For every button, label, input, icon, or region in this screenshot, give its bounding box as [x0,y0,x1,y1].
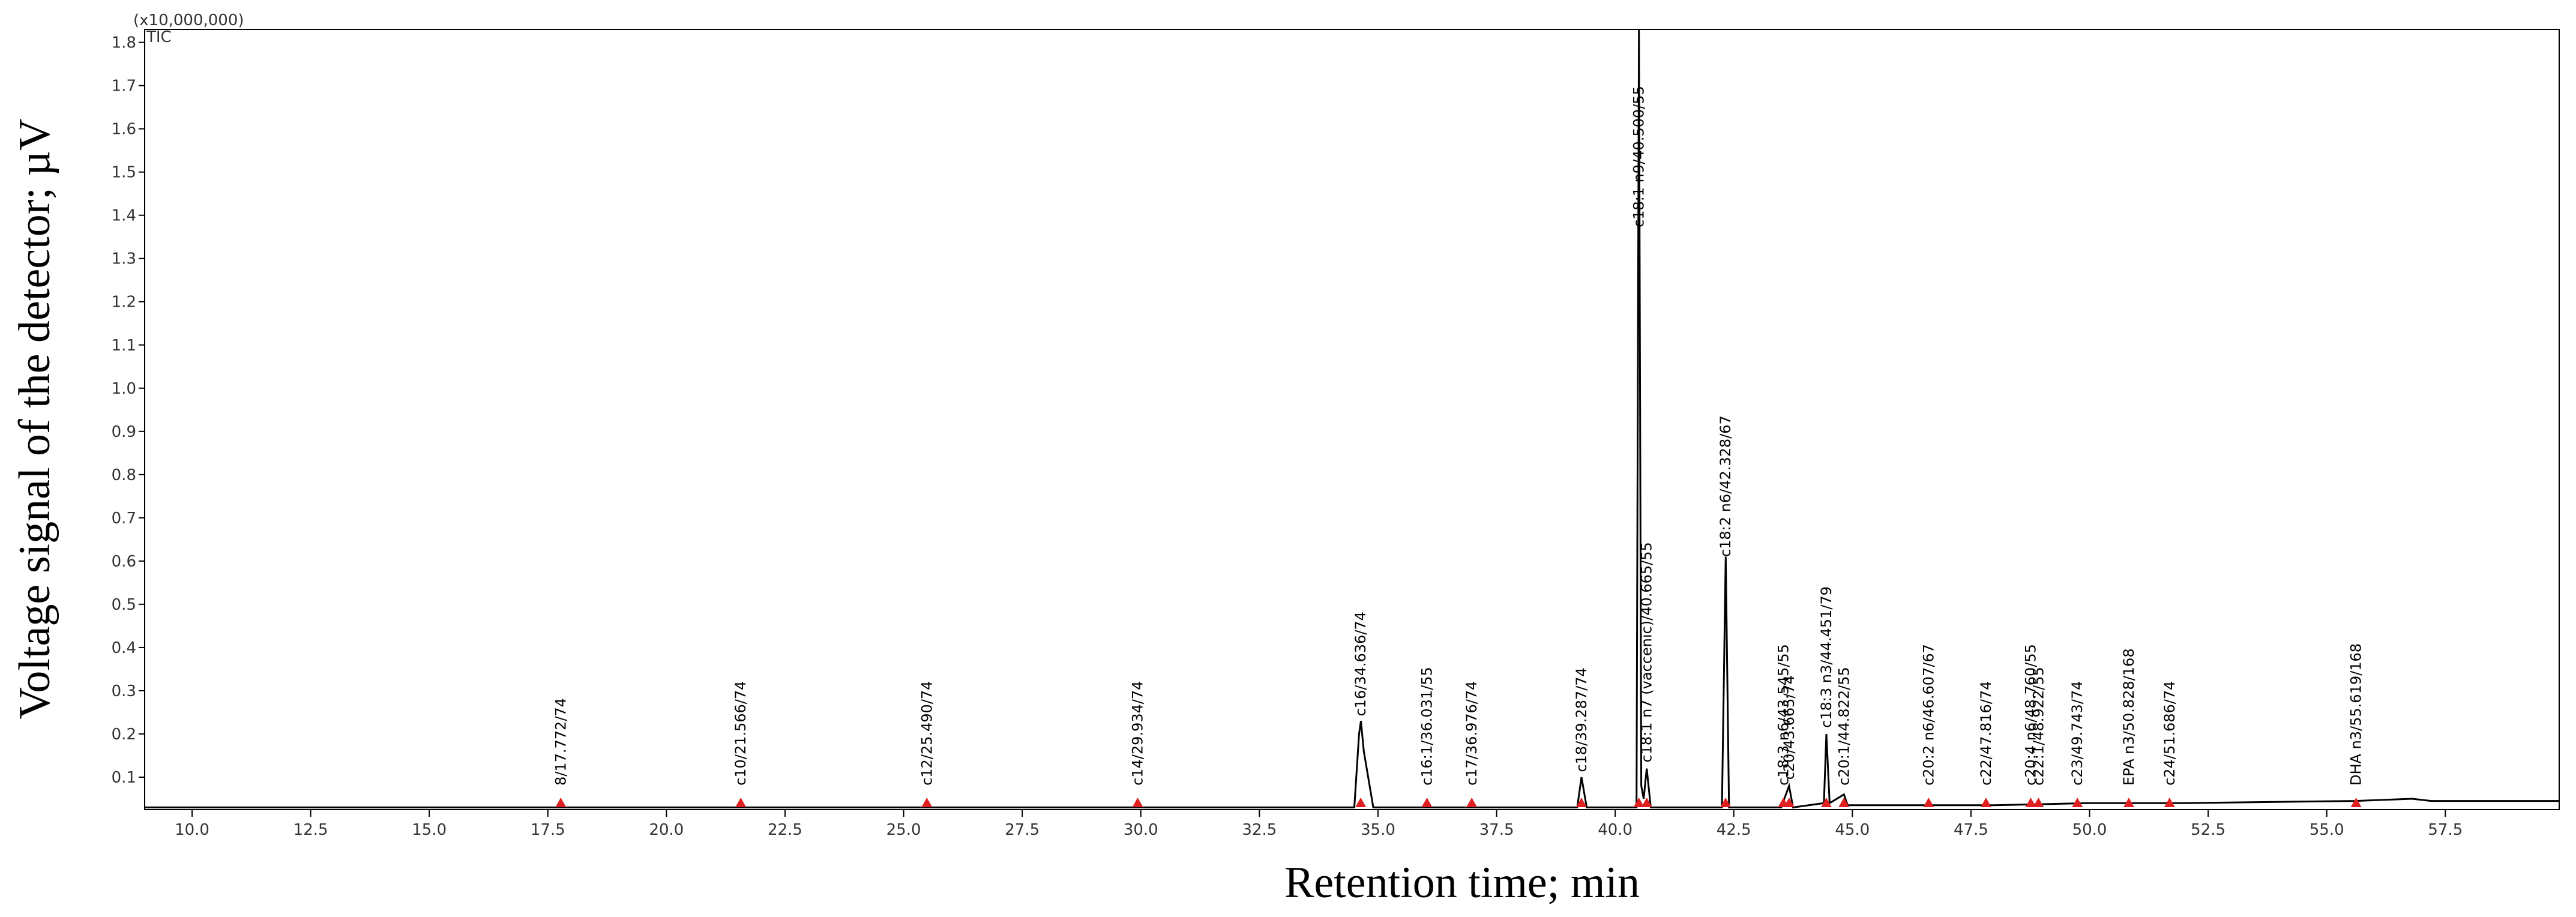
y-tick-label: 1.4 [112,207,136,225]
peak-label: EPA n3/50.828/168 [2120,648,2137,786]
x-tick-label: 42.5 [1717,821,1751,839]
peak-marker [1421,798,1433,807]
x-tick-label: 25.0 [886,821,921,839]
peak-marker [1575,798,1587,807]
x-tick-label: 32.5 [1242,821,1277,839]
peak-marker [2123,798,2134,807]
y-tick-label: 1.0 [112,380,136,398]
x-tick-label: 50.0 [2072,821,2107,839]
peak-label: 8/17.772/74 [552,698,569,786]
peak-label: c18:3 n6/43.545/55 [1775,644,1792,786]
y-tick-label: 1.8 [112,34,136,52]
peak-marker [1355,798,1367,807]
y-tick-label: 0.2 [112,726,136,744]
peak-label: c20:4 n6/48.760/55 [2023,644,2039,786]
y-tick-label: 0.5 [112,596,136,614]
x-tick-label: 37.5 [1479,821,1514,839]
x-tick-label: 52.5 [2191,821,2225,839]
y-tick-label: 0.3 [112,682,136,700]
y-tick-label: 0.9 [112,423,136,441]
peak-marker [1838,798,1850,807]
y-tick-label: 1.1 [112,337,136,355]
peak-marker [2033,798,2044,807]
peak-marker [735,798,747,807]
peak-label: c20/43.665/74 [1781,675,1798,780]
y-multiplier: (x10,000,000) [133,11,244,29]
x-tick-label: 22.5 [768,821,802,839]
peak-label: c18:2 n6/42.328/67 [1717,415,1734,557]
x-tick-label: 12.5 [293,821,328,839]
x-tick-label: 57.5 [2428,821,2463,839]
peak-marker [1923,798,1934,807]
trace-name: TIC [146,28,172,46]
y-tick-label: 0.7 [112,510,136,528]
y-tick-label: 1.3 [112,250,136,268]
peak-marker [1820,798,1832,807]
peak-label: c16/34.636/74 [1352,612,1369,716]
peak-label: c18:1 n9/40.500/55 [1631,86,1648,227]
peak-marker [1641,798,1652,807]
peak-marker [1720,798,1732,807]
peak-marker [2072,798,2083,807]
peak-marker [1783,798,1795,807]
y-tick-label: 0.1 [112,769,136,787]
peak-label: c22:1/48.922/55 [2030,667,2047,786]
y-tick-label: 1.2 [112,293,136,311]
peak-label: c20:1/44.822/55 [1835,667,1852,786]
x-axis-title: Retention time; min [1284,858,1640,907]
x-tick-label: 15.0 [412,821,447,839]
peak-label: c24/51.686/74 [2161,681,2178,786]
x-tick-label: 17.5 [531,821,565,839]
x-tick-label: 30.0 [1124,821,1158,839]
peak-marker [1980,798,1991,807]
y-tick-label: 1.5 [112,164,136,182]
peak-label: DHA n3/55.619/168 [2348,643,2365,786]
peak-marker [1633,798,1645,807]
y-axis-title: Voltage signal of the detector; µV [10,119,59,720]
peak-marker [1466,798,1478,807]
plot-frame [144,29,2560,810]
peak-label: c14/29.934/74 [1130,681,1146,786]
peak-label: c18:3 n3/44.451/79 [1818,586,1835,728]
peak-label: c18:1 n7 (vaccenic)/40.665/55 [1639,542,1655,762]
y-tick-label: 0.8 [112,466,136,484]
x-tick-label: 20.0 [649,821,684,839]
peak-marker [555,798,567,807]
x-tick-label: 55.0 [2310,821,2344,839]
peak-label: c17/36.976/74 [1463,681,1480,786]
y-tick-label: 0.4 [112,639,136,657]
x-tick-label: 10.0 [175,821,209,839]
peak-marker [2164,798,2175,807]
peak-marker [921,798,933,807]
x-tick-label: 27.5 [1005,821,1040,839]
peak-marker [2025,798,2036,807]
peak-label: c22/47.816/74 [1978,681,1994,786]
peak-marker [1132,798,1143,807]
peak-label: c10/21.566/74 [732,681,749,786]
x-tick-label: 47.5 [1954,821,1988,839]
y-tick-label: 0.6 [112,553,136,571]
x-tick-label: 45.0 [1835,821,1870,839]
chromatogram-trace [145,29,2559,809]
peak-label: c12/25.490/74 [918,681,935,786]
x-tick-label: 40.0 [1598,821,1633,839]
peak-label: c23/49.743/74 [2069,681,2086,786]
peak-marker [2350,798,2362,807]
peak-label: c16:1/36.031/55 [1418,667,1435,786]
y-tick-label: 1.7 [112,77,136,95]
y-tick-label: 1.6 [112,121,136,139]
peak-label: c18/39.287/74 [1573,667,1590,772]
x-tick-label: 35.0 [1361,821,1395,839]
peak-label: c20:2 n6/46.607/67 [1920,644,1937,786]
